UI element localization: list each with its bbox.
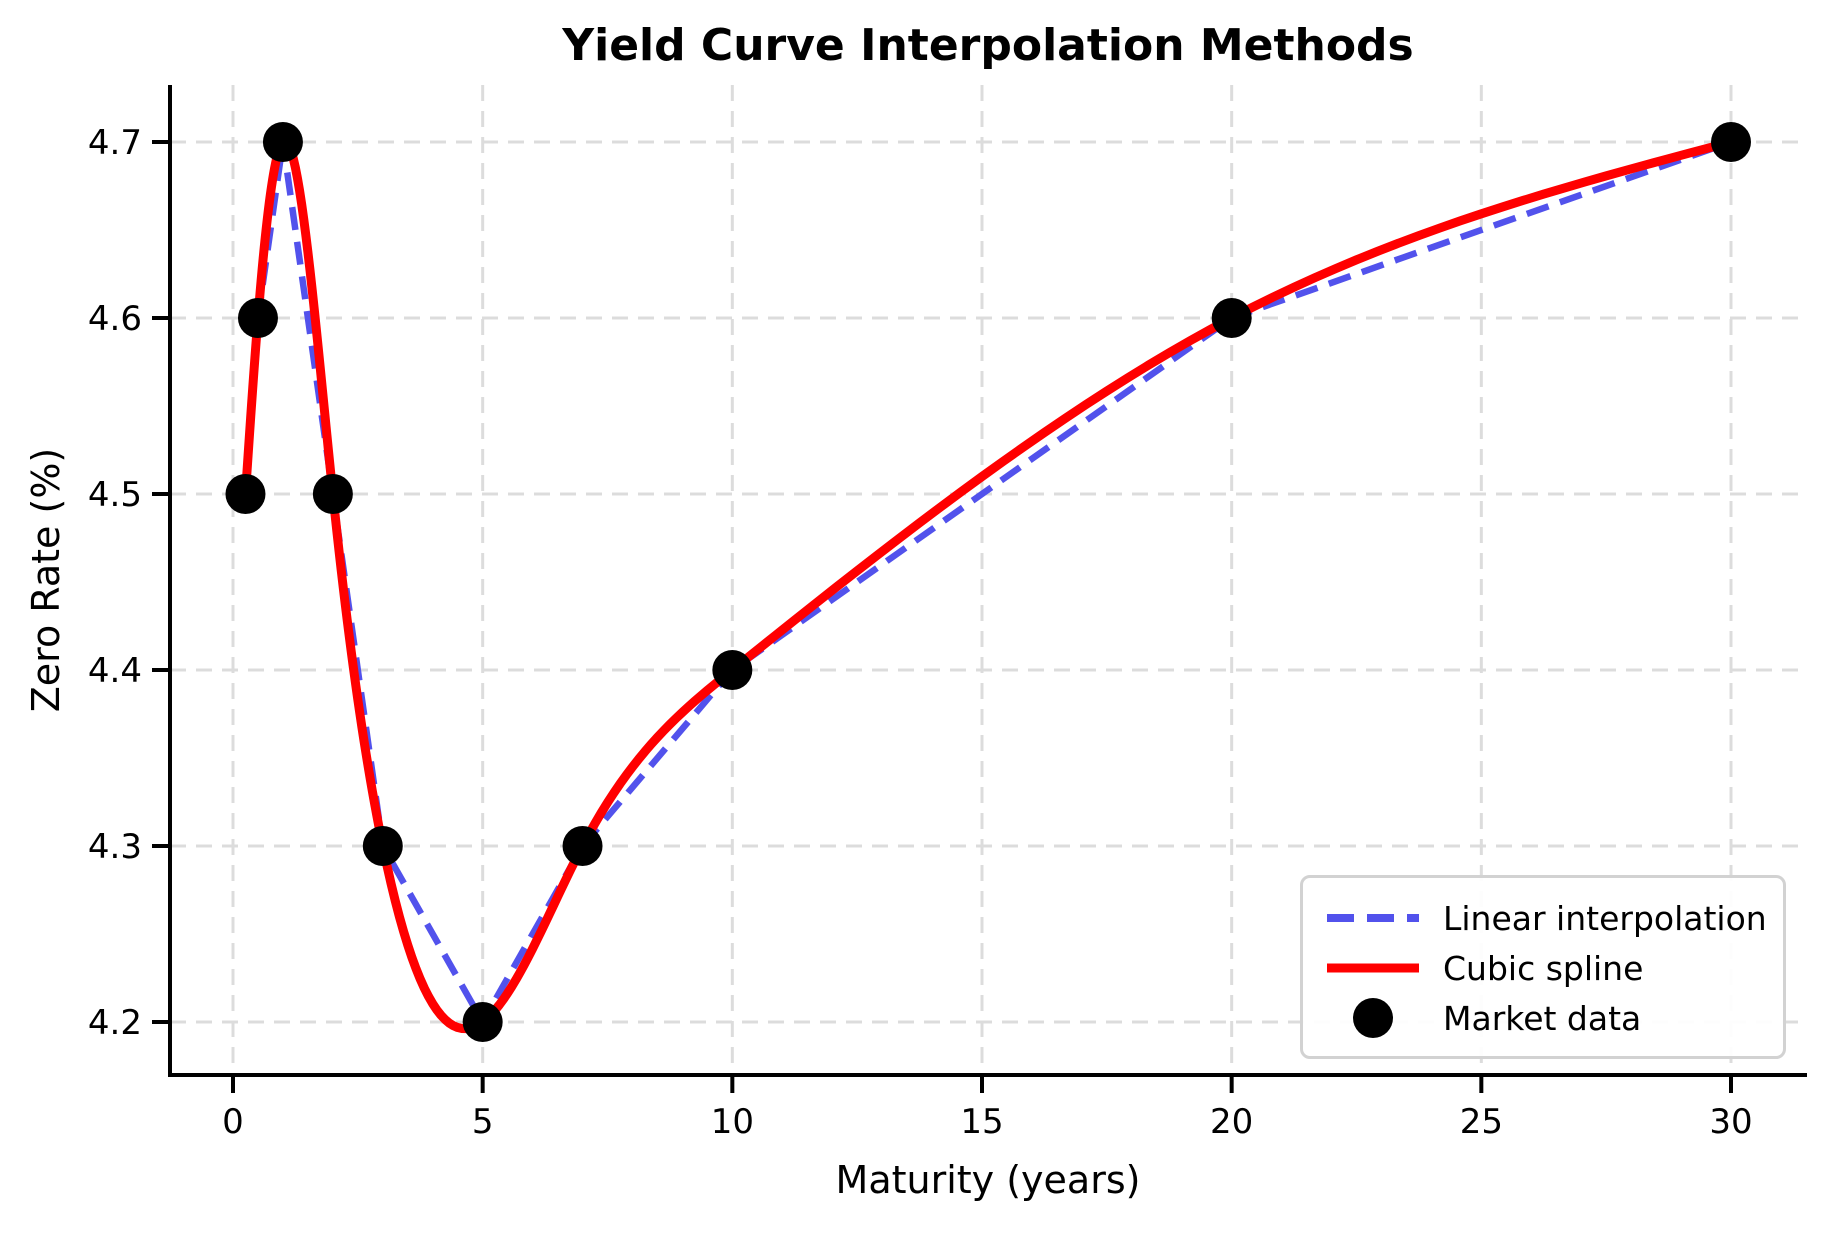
legend-dot-swatch bbox=[1353, 998, 1393, 1038]
market-data-point bbox=[562, 826, 603, 866]
legend-dashed-line-icon bbox=[1325, 912, 1421, 924]
y-tick-label: 4.7 bbox=[88, 123, 142, 163]
y-tick-label: 4.2 bbox=[88, 1003, 142, 1043]
x-tick-label: 10 bbox=[711, 1102, 754, 1142]
legend-item-linear: Linear interpolation bbox=[1325, 894, 1767, 942]
legend-solid-line-icon bbox=[1325, 962, 1421, 974]
legend-label-linear: Linear interpolation bbox=[1443, 898, 1767, 938]
legend-label-spline: Cubic spline bbox=[1443, 948, 1644, 988]
legend-item-spline: Cubic spline bbox=[1325, 944, 1763, 992]
market-data-point bbox=[712, 650, 753, 690]
x-tick-label: 15 bbox=[960, 1102, 1003, 1142]
market-data-point bbox=[312, 474, 353, 514]
y-tick-label: 4.4 bbox=[88, 651, 142, 691]
y-axis-label: Zero Rate (%) bbox=[24, 447, 68, 713]
market-data-point bbox=[362, 826, 403, 866]
market-data-point bbox=[262, 122, 303, 162]
market-data-point bbox=[1710, 122, 1751, 162]
legend-dot-icon bbox=[1325, 995, 1421, 1041]
cubic-spline-line bbox=[240, 136, 1736, 1034]
market-data-point bbox=[225, 474, 266, 514]
x-tick-label: 5 bbox=[472, 1102, 494, 1142]
x-tick-label: 0 bbox=[222, 1102, 244, 1142]
x-axis-label: Maturity (years) bbox=[835, 1158, 1141, 1202]
y-tick-label: 4.6 bbox=[88, 299, 142, 339]
y-tick-label: 4.3 bbox=[88, 827, 142, 867]
legend: Linear interpolation Cubic spline Market… bbox=[1300, 875, 1786, 1059]
x-tick-label: 20 bbox=[1210, 1102, 1253, 1142]
y-tick-label: 4.5 bbox=[88, 475, 142, 515]
market-data-point bbox=[1211, 298, 1252, 338]
x-tick-label: 25 bbox=[1460, 1102, 1503, 1142]
x-tick-label: 30 bbox=[1709, 1102, 1752, 1142]
market-data-point bbox=[237, 298, 278, 338]
chart-title: Yield Curve Interpolation Methods bbox=[562, 20, 1414, 71]
market-data-point bbox=[462, 1002, 503, 1042]
legend-item-market: Market data bbox=[1325, 994, 1763, 1042]
legend-label-market: Market data bbox=[1443, 998, 1642, 1038]
